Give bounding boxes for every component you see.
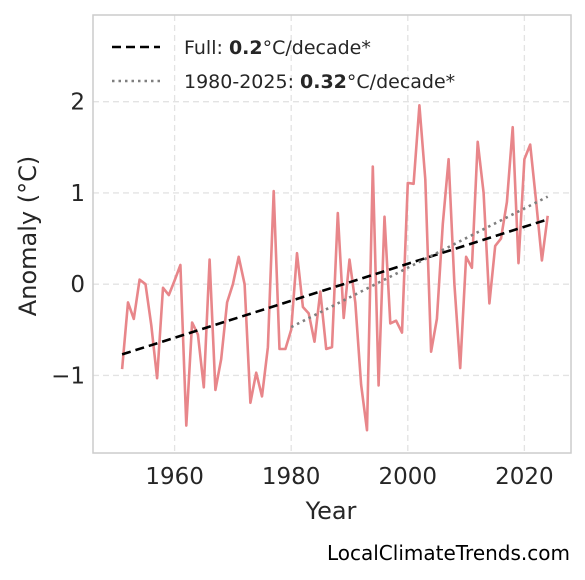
x-tick-label: 2020 bbox=[495, 464, 554, 490]
y-tick-label: 2 bbox=[70, 90, 85, 116]
x-axis-ticks: 1960 1980 2000 2020 bbox=[145, 464, 553, 490]
anomaly-line bbox=[120, 104, 549, 432]
recent-trend-line bbox=[290, 195, 549, 329]
y-axis-label: Anomaly (°C) bbox=[14, 156, 42, 316]
x-tick-label: 2000 bbox=[379, 464, 438, 490]
x-tick-label: 1960 bbox=[145, 464, 204, 490]
grid bbox=[93, 15, 571, 453]
y-tick-label: 1 bbox=[70, 181, 85, 207]
y-tick-label: 0 bbox=[70, 272, 85, 298]
x-tick-label: 1980 bbox=[262, 464, 321, 490]
y-axis-ticks: −1 0 1 2 bbox=[51, 90, 85, 390]
x-axis-label: Year bbox=[305, 497, 357, 525]
plot-frame bbox=[92, 14, 572, 454]
full-trend-line bbox=[121, 218, 549, 356]
legend: Full: 0.2°C/decade* 1980-2025: 0.32°C/de… bbox=[112, 37, 455, 93]
legend-label-1980-2025: 1980-2025: 0.32°C/decade* bbox=[184, 71, 455, 93]
legend-label-full: Full: 0.2°C/decade* bbox=[184, 37, 371, 59]
credit-text: LocalClimateTrends.com bbox=[326, 541, 570, 565]
y-tick-label: −1 bbox=[51, 363, 85, 389]
series-layer bbox=[120, 104, 549, 432]
